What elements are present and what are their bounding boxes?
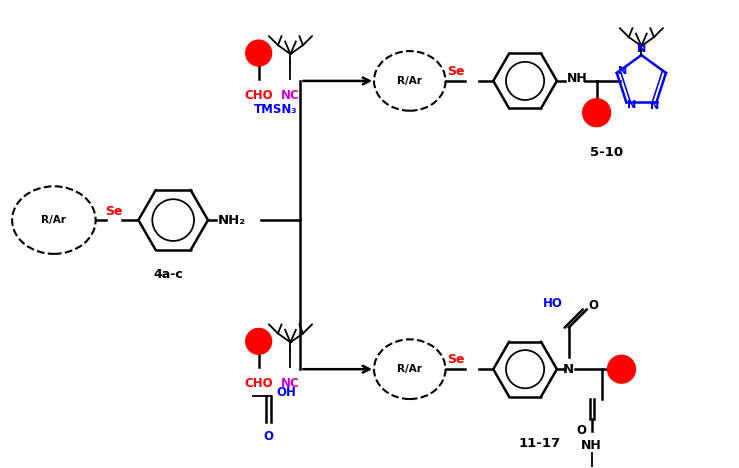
Text: NH: NH (567, 73, 588, 86)
Text: 5-10: 5-10 (590, 146, 623, 159)
Text: 4a-c: 4a-c (153, 268, 183, 281)
Text: N: N (650, 101, 659, 111)
Text: Se: Se (447, 353, 464, 366)
Text: CHO: CHO (245, 377, 273, 390)
Text: R/Ar: R/Ar (398, 76, 422, 86)
Text: N: N (637, 44, 646, 54)
Text: 11-17: 11-17 (519, 437, 561, 450)
Text: TMSN₃: TMSN₃ (253, 103, 297, 116)
Text: N: N (627, 100, 636, 110)
Text: HO: HO (543, 297, 563, 310)
Text: NH: NH (582, 439, 602, 452)
Text: CHO: CHO (245, 89, 273, 102)
Text: O: O (589, 299, 599, 312)
Text: Se: Se (105, 205, 122, 218)
Text: NC: NC (281, 377, 300, 390)
Circle shape (246, 40, 272, 66)
Text: OH: OH (276, 386, 296, 399)
Circle shape (607, 355, 636, 383)
Text: NH₂: NH₂ (218, 213, 246, 227)
Text: NC: NC (281, 89, 300, 102)
Text: N: N (618, 66, 627, 76)
Text: O: O (264, 430, 273, 443)
Text: R/Ar: R/Ar (398, 364, 422, 374)
Text: N: N (563, 363, 574, 376)
Text: Se: Se (447, 65, 464, 78)
Text: O: O (576, 424, 587, 437)
Text: R/Ar: R/Ar (41, 215, 67, 225)
Circle shape (246, 329, 272, 354)
Circle shape (583, 99, 610, 127)
